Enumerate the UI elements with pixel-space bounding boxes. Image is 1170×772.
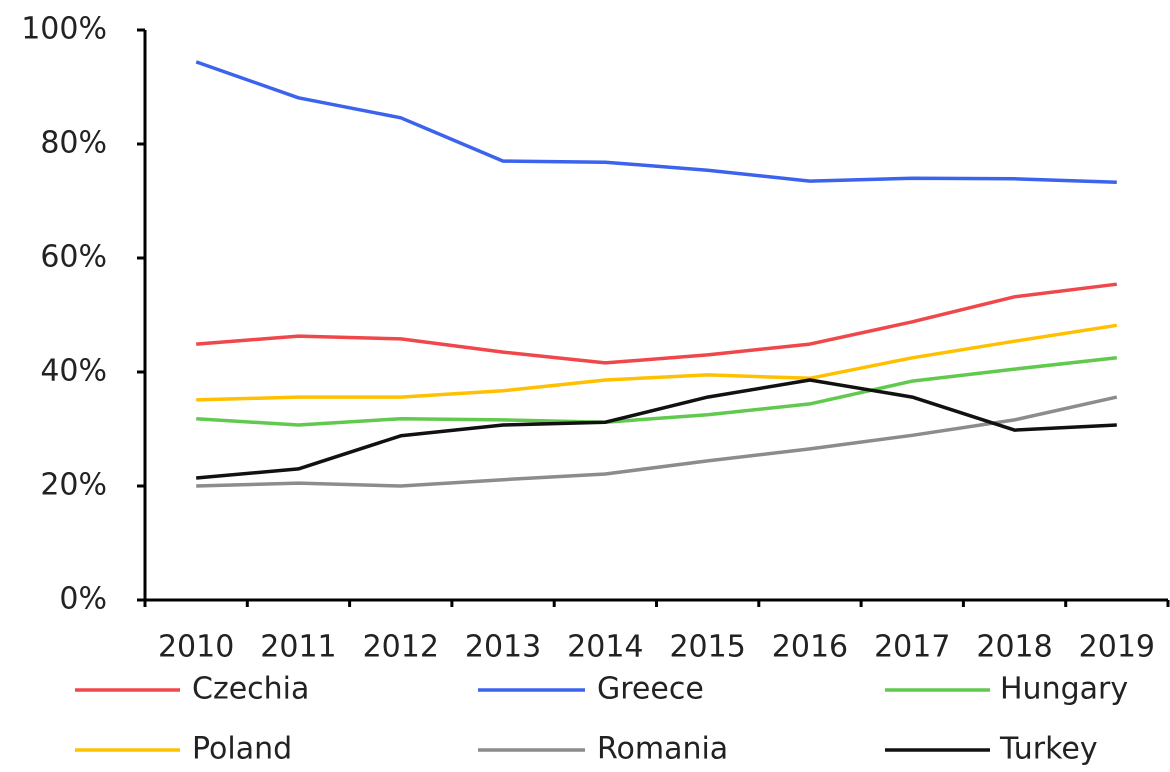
y-tick-label: 20% <box>40 468 107 503</box>
x-tick-label: 2016 <box>772 630 848 665</box>
series-line <box>196 356 1117 427</box>
y-tick-label: 40% <box>40 354 107 389</box>
x-tick-label: 2015 <box>669 630 745 665</box>
series-line <box>196 282 1118 365</box>
series-line <box>195 60 1117 184</box>
legend-label: Greece <box>597 672 704 707</box>
x-tick-label: 2012 <box>363 630 439 665</box>
x-tick-label: 2018 <box>976 630 1052 665</box>
legend-label: Czechia <box>192 672 309 707</box>
legend-label: Hungary <box>1000 672 1128 707</box>
x-tick-label: 2017 <box>874 630 950 665</box>
y-tick-label: 60% <box>40 240 107 275</box>
x-tick-label: 2010 <box>158 630 234 665</box>
series-line <box>196 378 1117 480</box>
y-tick-label: 100% <box>21 12 107 47</box>
x-tick-label: 2011 <box>260 630 336 665</box>
legend-label: Turkey <box>999 732 1098 767</box>
series-line <box>196 395 1118 488</box>
x-tick-label: 2014 <box>567 630 643 665</box>
legend-label: Romania <box>597 732 728 767</box>
legend-label: Poland <box>192 732 292 767</box>
series-line <box>196 323 1118 402</box>
y-tick-label: 80% <box>40 126 107 161</box>
x-tick-label: 2019 <box>1079 630 1155 665</box>
y-tick-label: 0% <box>59 582 107 617</box>
x-tick-label: 2013 <box>465 630 541 665</box>
